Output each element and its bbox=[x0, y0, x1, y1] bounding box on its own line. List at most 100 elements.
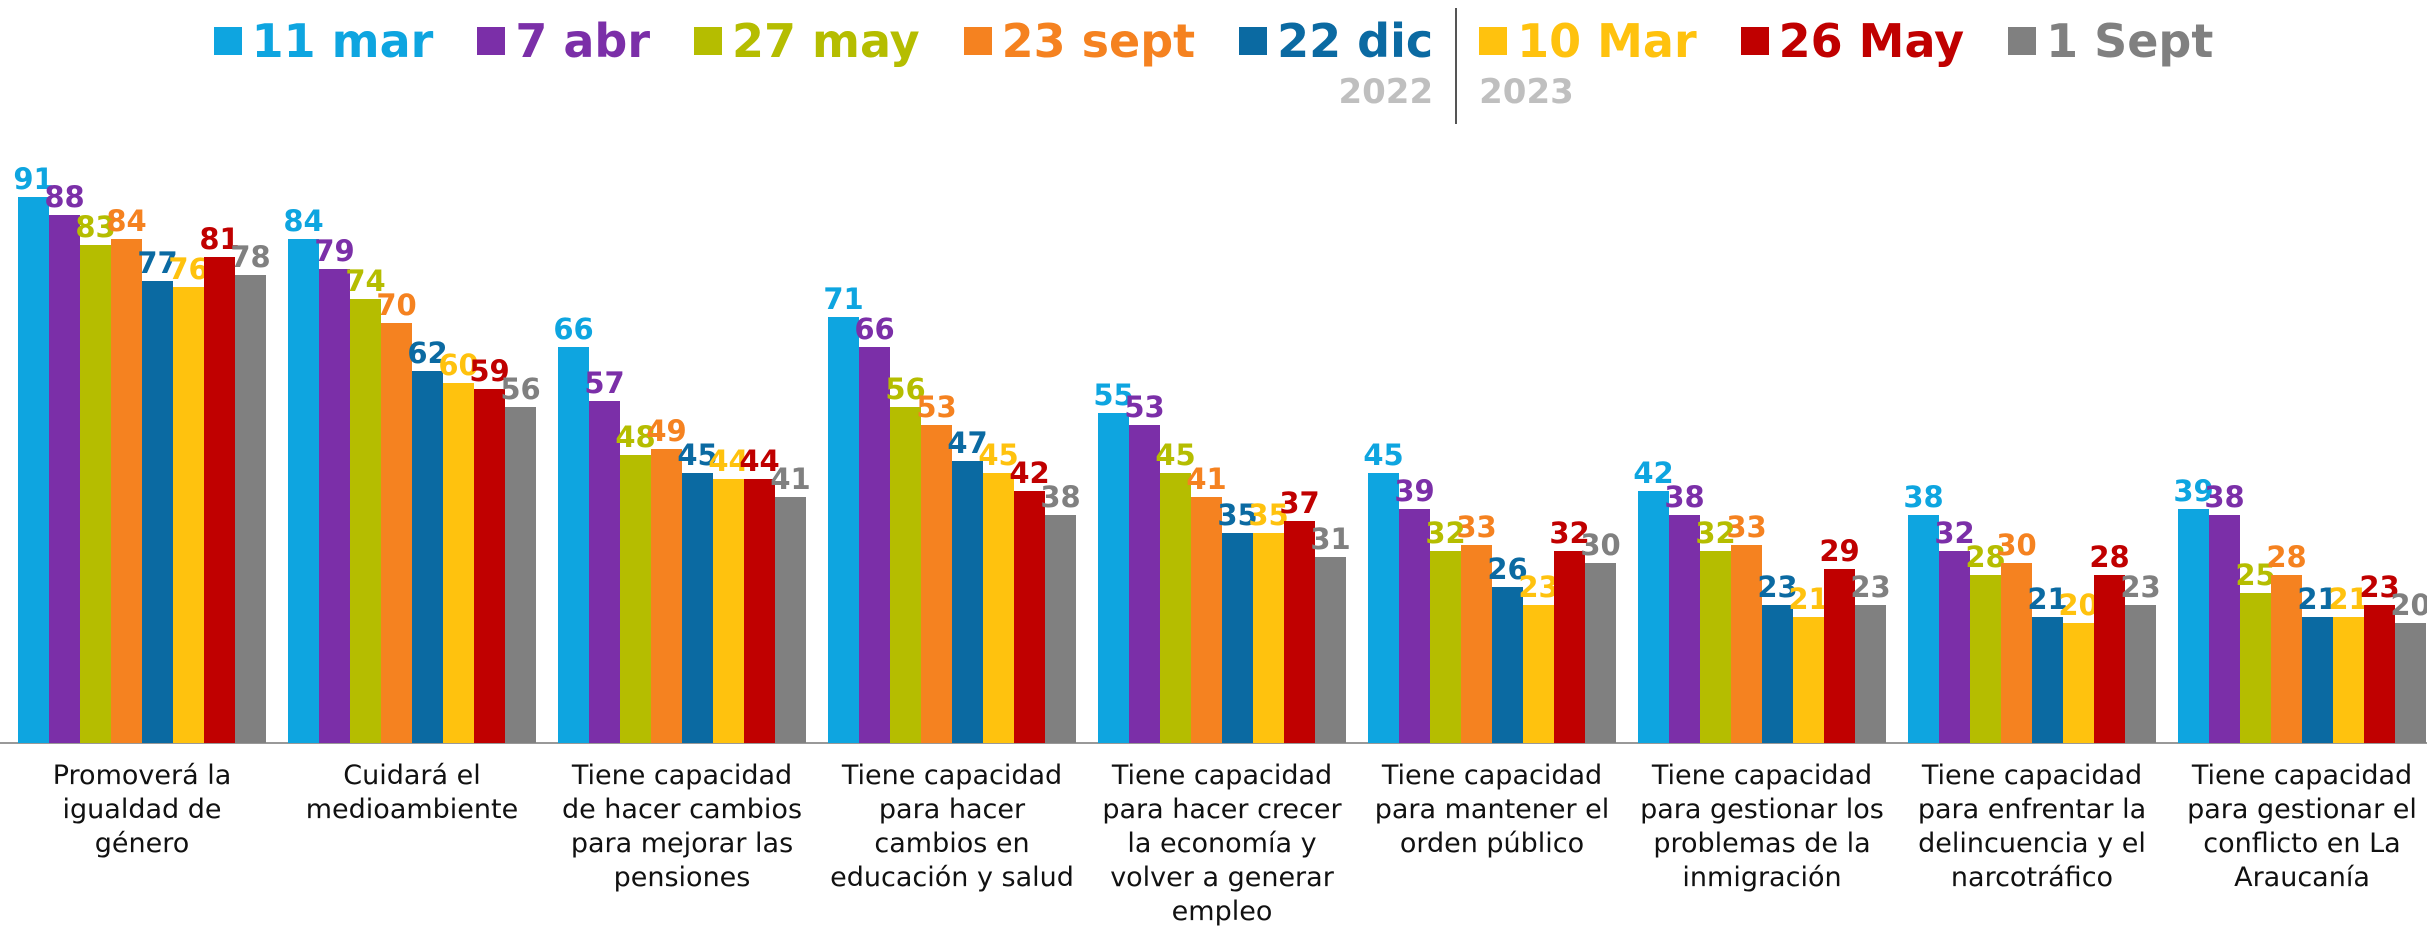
value-label: 26 bbox=[1487, 552, 1527, 586]
value-label: 38 bbox=[1664, 480, 1704, 514]
legend-group: 10 Mar 26 May 1 Sept 2023 bbox=[1457, 14, 2235, 112]
value-label: 39 bbox=[1394, 474, 1434, 508]
value-label: 23 bbox=[1518, 570, 1558, 604]
bar bbox=[1430, 551, 1461, 743]
bar bbox=[651, 449, 682, 743]
bar bbox=[2395, 623, 2426, 743]
legend-label: 1 Sept bbox=[2046, 14, 2214, 68]
bar bbox=[2094, 575, 2125, 743]
bar bbox=[1793, 617, 1824, 743]
category-label: Tiene capacidad para mantener el orden p… bbox=[1374, 760, 1610, 859]
value-label: 39 bbox=[2173, 474, 2213, 508]
bar bbox=[1638, 491, 1669, 743]
value-label: 21 bbox=[2027, 582, 2067, 616]
legend-label: 22 dic bbox=[1277, 14, 1434, 68]
bar bbox=[890, 407, 921, 743]
bar bbox=[1700, 551, 1731, 743]
value-label: 23 bbox=[2120, 570, 2160, 604]
legend-item: 22 dic bbox=[1239, 14, 1433, 68]
bar bbox=[1554, 551, 1585, 743]
bar bbox=[558, 347, 589, 743]
value-label: 74 bbox=[345, 264, 385, 298]
category-label: Tiene capacidad para gestionar los probl… bbox=[1640, 760, 1884, 893]
bar bbox=[2032, 617, 2063, 743]
bar bbox=[505, 407, 536, 743]
value-label: 25 bbox=[2235, 558, 2275, 592]
legend-swatch bbox=[963, 27, 992, 55]
value-label: 23 bbox=[1850, 570, 1890, 604]
value-label: 38 bbox=[1040, 480, 1080, 514]
value-label: 53 bbox=[916, 390, 956, 424]
legend-label: 23 sept bbox=[1001, 14, 1196, 68]
bar bbox=[1855, 605, 1886, 743]
bar bbox=[1368, 473, 1399, 743]
bar bbox=[1315, 557, 1346, 743]
bar bbox=[1492, 587, 1523, 743]
value-label: 57 bbox=[584, 366, 624, 400]
value-label: 37 bbox=[1279, 486, 1319, 520]
category-label: Tiene capacidad de hacer cambios para me… bbox=[561, 760, 803, 893]
bar bbox=[1222, 533, 1253, 743]
legend-swatch bbox=[213, 27, 242, 55]
value-label: 47 bbox=[947, 426, 987, 460]
bar bbox=[111, 239, 142, 743]
bar bbox=[1669, 515, 1700, 743]
bar bbox=[1523, 605, 1554, 743]
value-label: 35 bbox=[1217, 498, 1257, 532]
bar bbox=[2333, 617, 2364, 743]
value-label: 38 bbox=[1903, 480, 1943, 514]
bar bbox=[2271, 575, 2302, 743]
bar bbox=[350, 299, 381, 743]
value-label: 45 bbox=[1155, 438, 1195, 472]
bar bbox=[952, 461, 983, 743]
legend-label: 10 Mar bbox=[1517, 14, 1697, 68]
value-label: 29 bbox=[1819, 534, 1859, 568]
value-label: 23 bbox=[1757, 570, 1797, 604]
value-label: 83 bbox=[75, 210, 115, 244]
value-label: 71 bbox=[823, 282, 863, 316]
category-label: Tiene capacidad para hacer cambios en ed… bbox=[830, 760, 1074, 893]
bar bbox=[235, 275, 266, 743]
legend-year: 2023 bbox=[1479, 72, 1574, 112]
value-label: 42 bbox=[1009, 456, 1049, 490]
bar bbox=[1461, 545, 1492, 743]
bar bbox=[204, 257, 235, 743]
value-label: 32 bbox=[1934, 516, 1974, 550]
value-label: 56 bbox=[500, 372, 540, 406]
value-label: 48 bbox=[615, 420, 655, 454]
category-label: Cuidará el medioambiente bbox=[305, 760, 519, 825]
bar bbox=[713, 479, 744, 743]
value-label: 45 bbox=[677, 438, 717, 472]
category-label: Tiene capacidad para gestionar el confli… bbox=[2187, 760, 2417, 893]
legend-item: 23 sept bbox=[963, 14, 1196, 68]
value-label: 21 bbox=[1788, 582, 1828, 616]
bar bbox=[173, 287, 204, 743]
bar bbox=[2125, 605, 2156, 743]
value-label: 55 bbox=[1093, 378, 1133, 412]
bar bbox=[744, 479, 775, 743]
value-label: 28 bbox=[2266, 540, 2306, 574]
bar bbox=[2001, 563, 2032, 743]
bar bbox=[2240, 593, 2271, 743]
value-label: 88 bbox=[44, 180, 84, 214]
bar bbox=[620, 455, 651, 743]
value-label: 60 bbox=[438, 348, 478, 382]
legend-swatch bbox=[2008, 27, 2037, 55]
bar bbox=[775, 497, 806, 743]
value-label: 91 bbox=[13, 162, 53, 196]
value-label: 53 bbox=[1124, 390, 1164, 424]
bar bbox=[2178, 509, 2209, 743]
bar bbox=[1284, 521, 1315, 743]
bar bbox=[319, 269, 350, 743]
value-label: 66 bbox=[553, 312, 593, 346]
legend-swatch bbox=[1479, 27, 1508, 55]
value-label: 78 bbox=[230, 240, 270, 274]
value-label: 32 bbox=[1695, 516, 1735, 550]
value-label: 45 bbox=[978, 438, 1018, 472]
value-label: 31 bbox=[1310, 522, 1350, 556]
value-label: 21 bbox=[2328, 582, 2368, 616]
value-label: 77 bbox=[137, 246, 177, 280]
bar bbox=[1399, 509, 1430, 743]
bar bbox=[381, 323, 412, 743]
